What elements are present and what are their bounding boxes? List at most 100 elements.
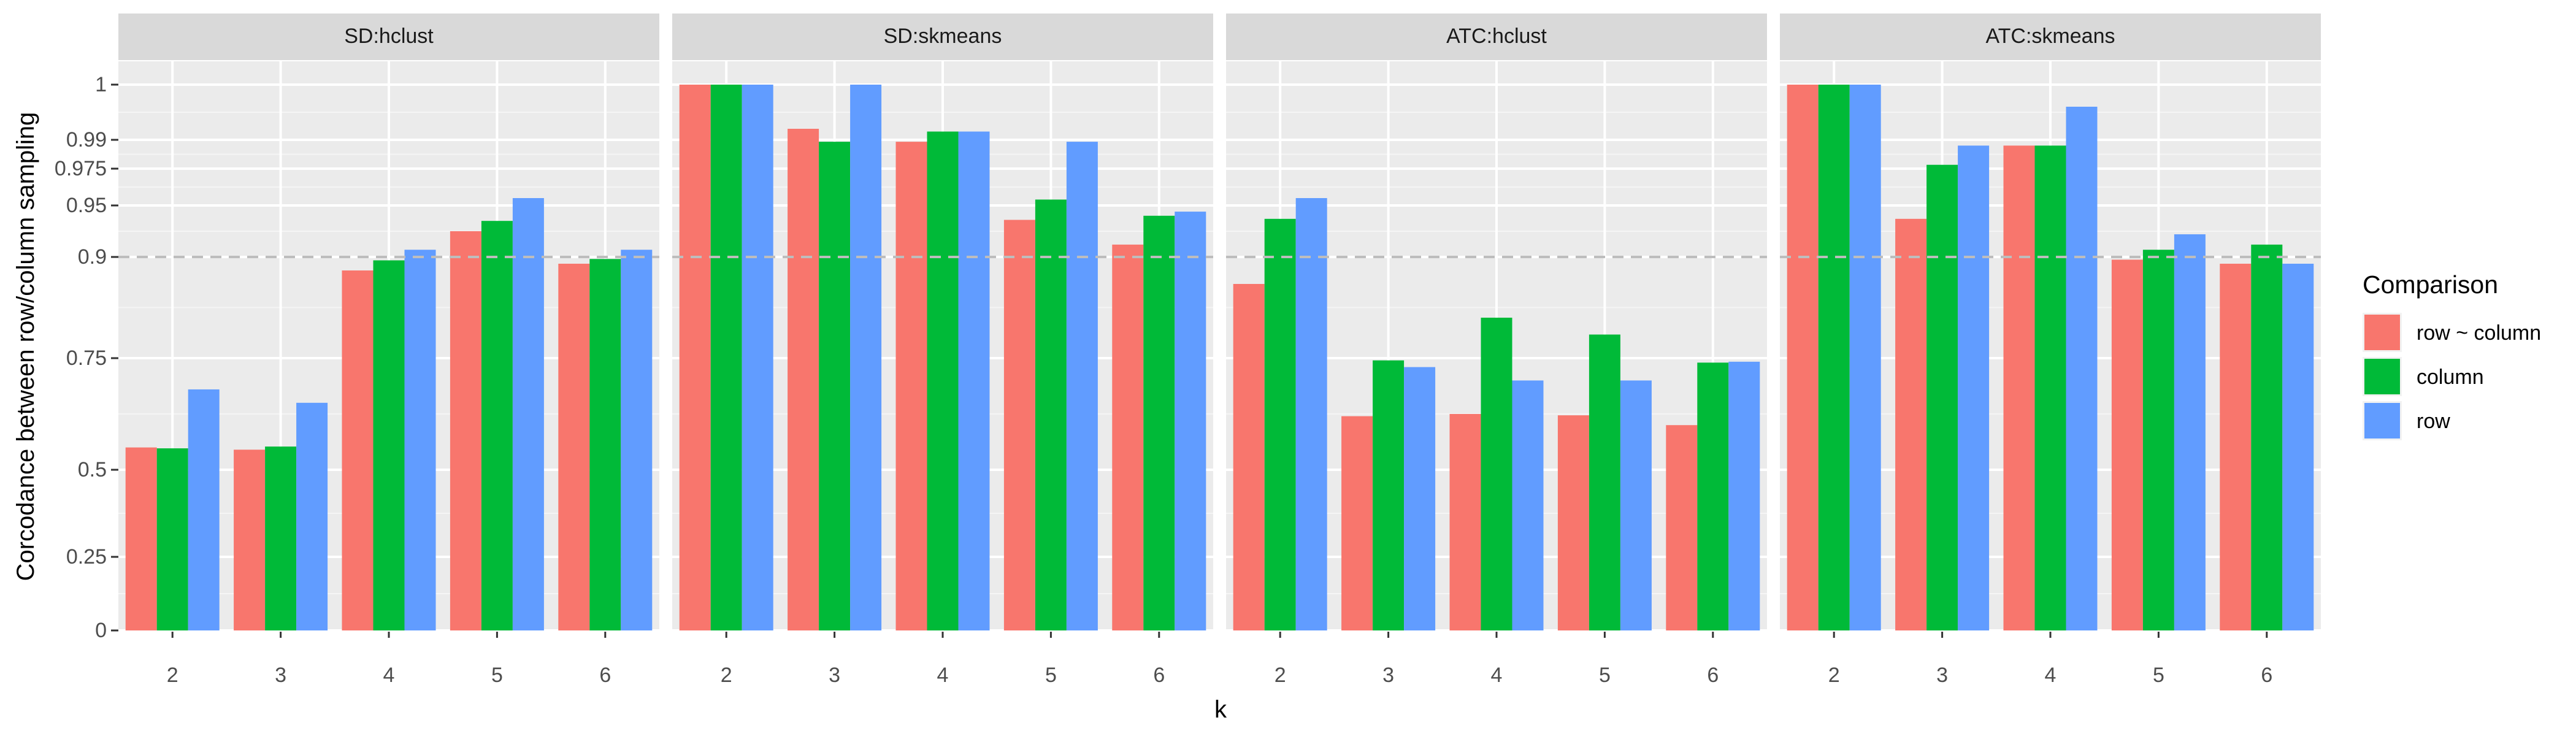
- x-tick-label: 5: [491, 664, 503, 687]
- bar: [512, 198, 544, 630]
- bar: [450, 231, 481, 630]
- bar: [788, 129, 819, 630]
- y-axis-title: Corcodance between row/column sampling: [12, 112, 39, 581]
- legend-label: row: [2417, 410, 2450, 433]
- bar: [742, 85, 773, 630]
- bar: [1728, 361, 1760, 630]
- facet-strip: [1780, 13, 2321, 60]
- bar: [373, 260, 405, 630]
- bar: [1449, 414, 1481, 630]
- bar: [234, 450, 266, 630]
- bar: [1849, 85, 1881, 630]
- x-tick-label: 3: [1936, 664, 1948, 687]
- x-tick-label: 5: [2153, 664, 2164, 687]
- bar: [1620, 380, 1652, 630]
- y-tick-label: 0.99: [66, 128, 107, 151]
- bar: [819, 142, 851, 631]
- bar: [2142, 250, 2174, 630]
- bar: [1666, 425, 1698, 630]
- bar: [1818, 85, 1850, 630]
- bar: [265, 446, 297, 630]
- y-tick-label: 0.975: [55, 157, 107, 180]
- bar: [2111, 259, 2143, 630]
- bar: [2282, 264, 2314, 630]
- bar: [1112, 244, 1144, 631]
- facet-strip: [1226, 13, 1767, 60]
- facet-strip: [118, 13, 659, 60]
- legend-label: column: [2417, 366, 2484, 389]
- legend-swatch: [2364, 359, 2400, 394]
- bar: [1926, 164, 1958, 630]
- x-tick-label: 2: [1828, 664, 1840, 687]
- bar: [1958, 145, 1990, 630]
- x-tick-label: 2: [167, 664, 178, 687]
- bar: [2251, 244, 2283, 631]
- legend-title: Comparison: [2363, 270, 2498, 299]
- bar: [1175, 212, 1206, 631]
- bar: [2066, 107, 2098, 630]
- bar: [1035, 199, 1067, 630]
- x-tick-label: 4: [937, 664, 949, 687]
- x-tick-label: 6: [599, 664, 611, 687]
- bar: [558, 264, 590, 630]
- y-tick-label: 0.5: [78, 458, 107, 481]
- x-tick-label: 2: [1275, 664, 1286, 687]
- bar: [1373, 360, 1405, 630]
- facet-strip-label: ATC:skmeans: [1986, 25, 2115, 48]
- bar: [404, 250, 436, 630]
- y-tick-label: 0.9: [78, 245, 107, 269]
- facet-strip: [672, 13, 1213, 60]
- bar: [589, 259, 621, 630]
- bar: [481, 221, 513, 630]
- x-tick-label: 3: [275, 664, 286, 687]
- x-tick-label: 3: [829, 664, 840, 687]
- bar: [1895, 218, 1927, 631]
- bar: [125, 447, 157, 630]
- bar: [1295, 198, 1327, 630]
- bar: [342, 270, 374, 630]
- bar: [1003, 220, 1035, 630]
- bar: [1481, 318, 1512, 630]
- x-axis-title: k: [1214, 696, 1227, 723]
- bar: [1233, 284, 1265, 630]
- facet-strip-label: ATC:hclust: [1446, 25, 1547, 48]
- bar: [710, 85, 742, 630]
- bar: [2003, 145, 2035, 630]
- bar: [850, 85, 882, 630]
- bar: [1143, 215, 1175, 630]
- y-tick-label: 0.25: [66, 545, 107, 569]
- y-tick-label: 0: [95, 619, 107, 642]
- bar: [1341, 416, 1373, 630]
- x-tick-label: 4: [2045, 664, 2057, 687]
- x-tick-label: 6: [1707, 664, 1719, 687]
- bar: [1066, 142, 1098, 631]
- facet-strip-label: SD:hclust: [344, 25, 434, 48]
- bar: [188, 389, 220, 630]
- bar: [1589, 334, 1620, 630]
- bar: [927, 131, 959, 630]
- bar: [2220, 264, 2252, 630]
- x-tick-label: 4: [1491, 664, 1503, 687]
- bar: [958, 131, 990, 630]
- bar: [895, 142, 927, 631]
- y-tick-label: 0.95: [66, 194, 107, 217]
- y-tick-label: 0.75: [66, 347, 107, 370]
- bar: [2174, 234, 2206, 630]
- y-tick-label: 1: [95, 73, 107, 96]
- bar: [621, 250, 653, 630]
- bar: [679, 85, 711, 630]
- facet-strip-label: SD:skmeans: [884, 25, 1002, 48]
- bar: [2034, 145, 2066, 630]
- legend-label: row ~ column: [2417, 321, 2541, 345]
- bar: [1697, 362, 1729, 630]
- x-tick-label: 2: [721, 664, 732, 687]
- bar: [296, 402, 328, 630]
- bar: [156, 448, 188, 630]
- bar: [1787, 85, 1819, 630]
- bar: [1557, 415, 1589, 630]
- x-tick-label: 5: [1599, 664, 1611, 687]
- x-tick-label: 4: [383, 664, 395, 687]
- x-tick-label: 3: [1382, 664, 1394, 687]
